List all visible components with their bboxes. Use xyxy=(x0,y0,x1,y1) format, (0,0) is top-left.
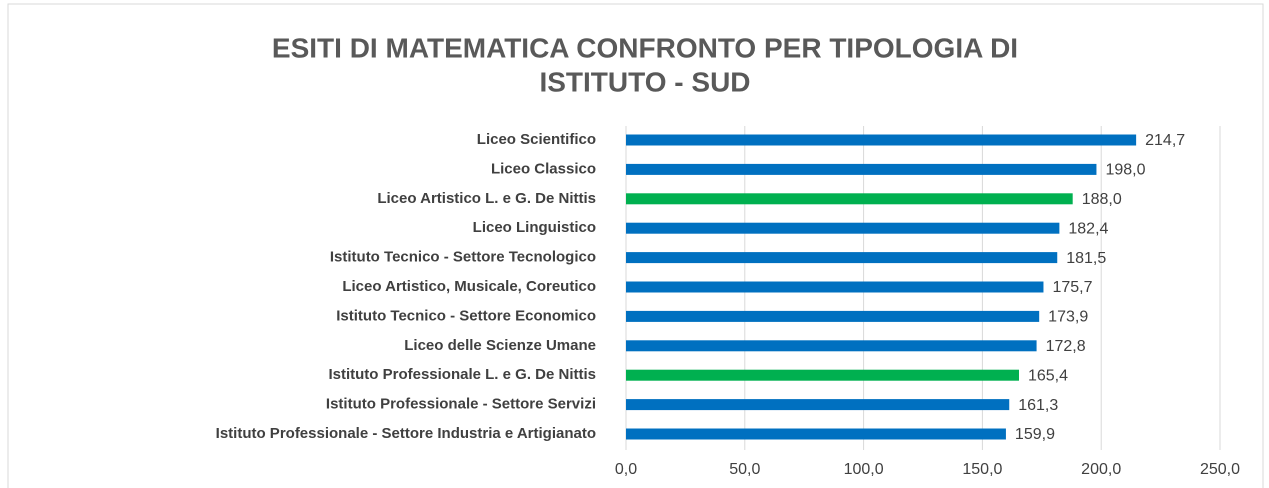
y-tick-label: Liceo Scientifico xyxy=(477,131,596,148)
data-label: 159,9 xyxy=(1015,426,1055,443)
bar xyxy=(626,222,1060,234)
x-tick-label: 100,0 xyxy=(844,461,884,478)
y-tick-label: Liceo Artistico, Musicale, Coreutico xyxy=(342,278,596,295)
y-tick-label: Istituto Professionale - Settore Industr… xyxy=(216,425,596,442)
data-label: 172,8 xyxy=(1046,338,1086,355)
bar xyxy=(626,252,1058,264)
data-label: 175,7 xyxy=(1052,279,1092,296)
y-tick-label: Istituto Tecnico - Settore Economico xyxy=(336,307,596,324)
x-tick-label: 150,0 xyxy=(962,461,1002,478)
data-label: 182,4 xyxy=(1068,220,1108,237)
x-tick-label: 200,0 xyxy=(1081,461,1121,478)
data-label: 214,7 xyxy=(1145,132,1185,149)
data-label: 198,0 xyxy=(1105,162,1145,179)
bar xyxy=(626,369,1019,381)
x-tick-label: 50,0 xyxy=(729,461,760,478)
data-label: 165,4 xyxy=(1028,367,1068,384)
y-tick-label: Istituto Professionale L. e G. De Nittis xyxy=(328,366,596,383)
y-tick-label: Istituto Tecnico - Settore Tecnologico xyxy=(330,249,596,266)
y-tick-label: Liceo Classico xyxy=(491,160,596,177)
y-tick-label: Liceo delle Scienze Umane xyxy=(404,337,596,354)
y-tick-label: Liceo Linguistico xyxy=(473,219,596,236)
bar xyxy=(626,134,1137,146)
bar xyxy=(626,399,1010,411)
chart-title: ISTITUTO - SUD xyxy=(539,66,750,97)
bar xyxy=(626,163,1097,175)
bar xyxy=(626,310,1040,322)
data-label: 173,9 xyxy=(1048,309,1088,326)
chart-title: ESITI DI MATEMATICA CONFRONTO PER TIPOLO… xyxy=(272,32,1018,63)
y-tick-label: Istituto Professionale - Settore Servizi xyxy=(326,396,596,413)
bar xyxy=(626,340,1037,352)
data-label: 181,5 xyxy=(1066,250,1106,267)
y-tick-label: Liceo Artistico L. e G. De Nittis xyxy=(377,190,596,207)
x-tick-label: 250,0 xyxy=(1200,461,1240,478)
data-label: 161,3 xyxy=(1018,397,1058,414)
data-label: 188,0 xyxy=(1082,191,1122,208)
x-tick-label: 0,0 xyxy=(615,461,637,478)
bar xyxy=(626,428,1006,440)
bar xyxy=(626,193,1073,205)
bar xyxy=(626,281,1044,293)
